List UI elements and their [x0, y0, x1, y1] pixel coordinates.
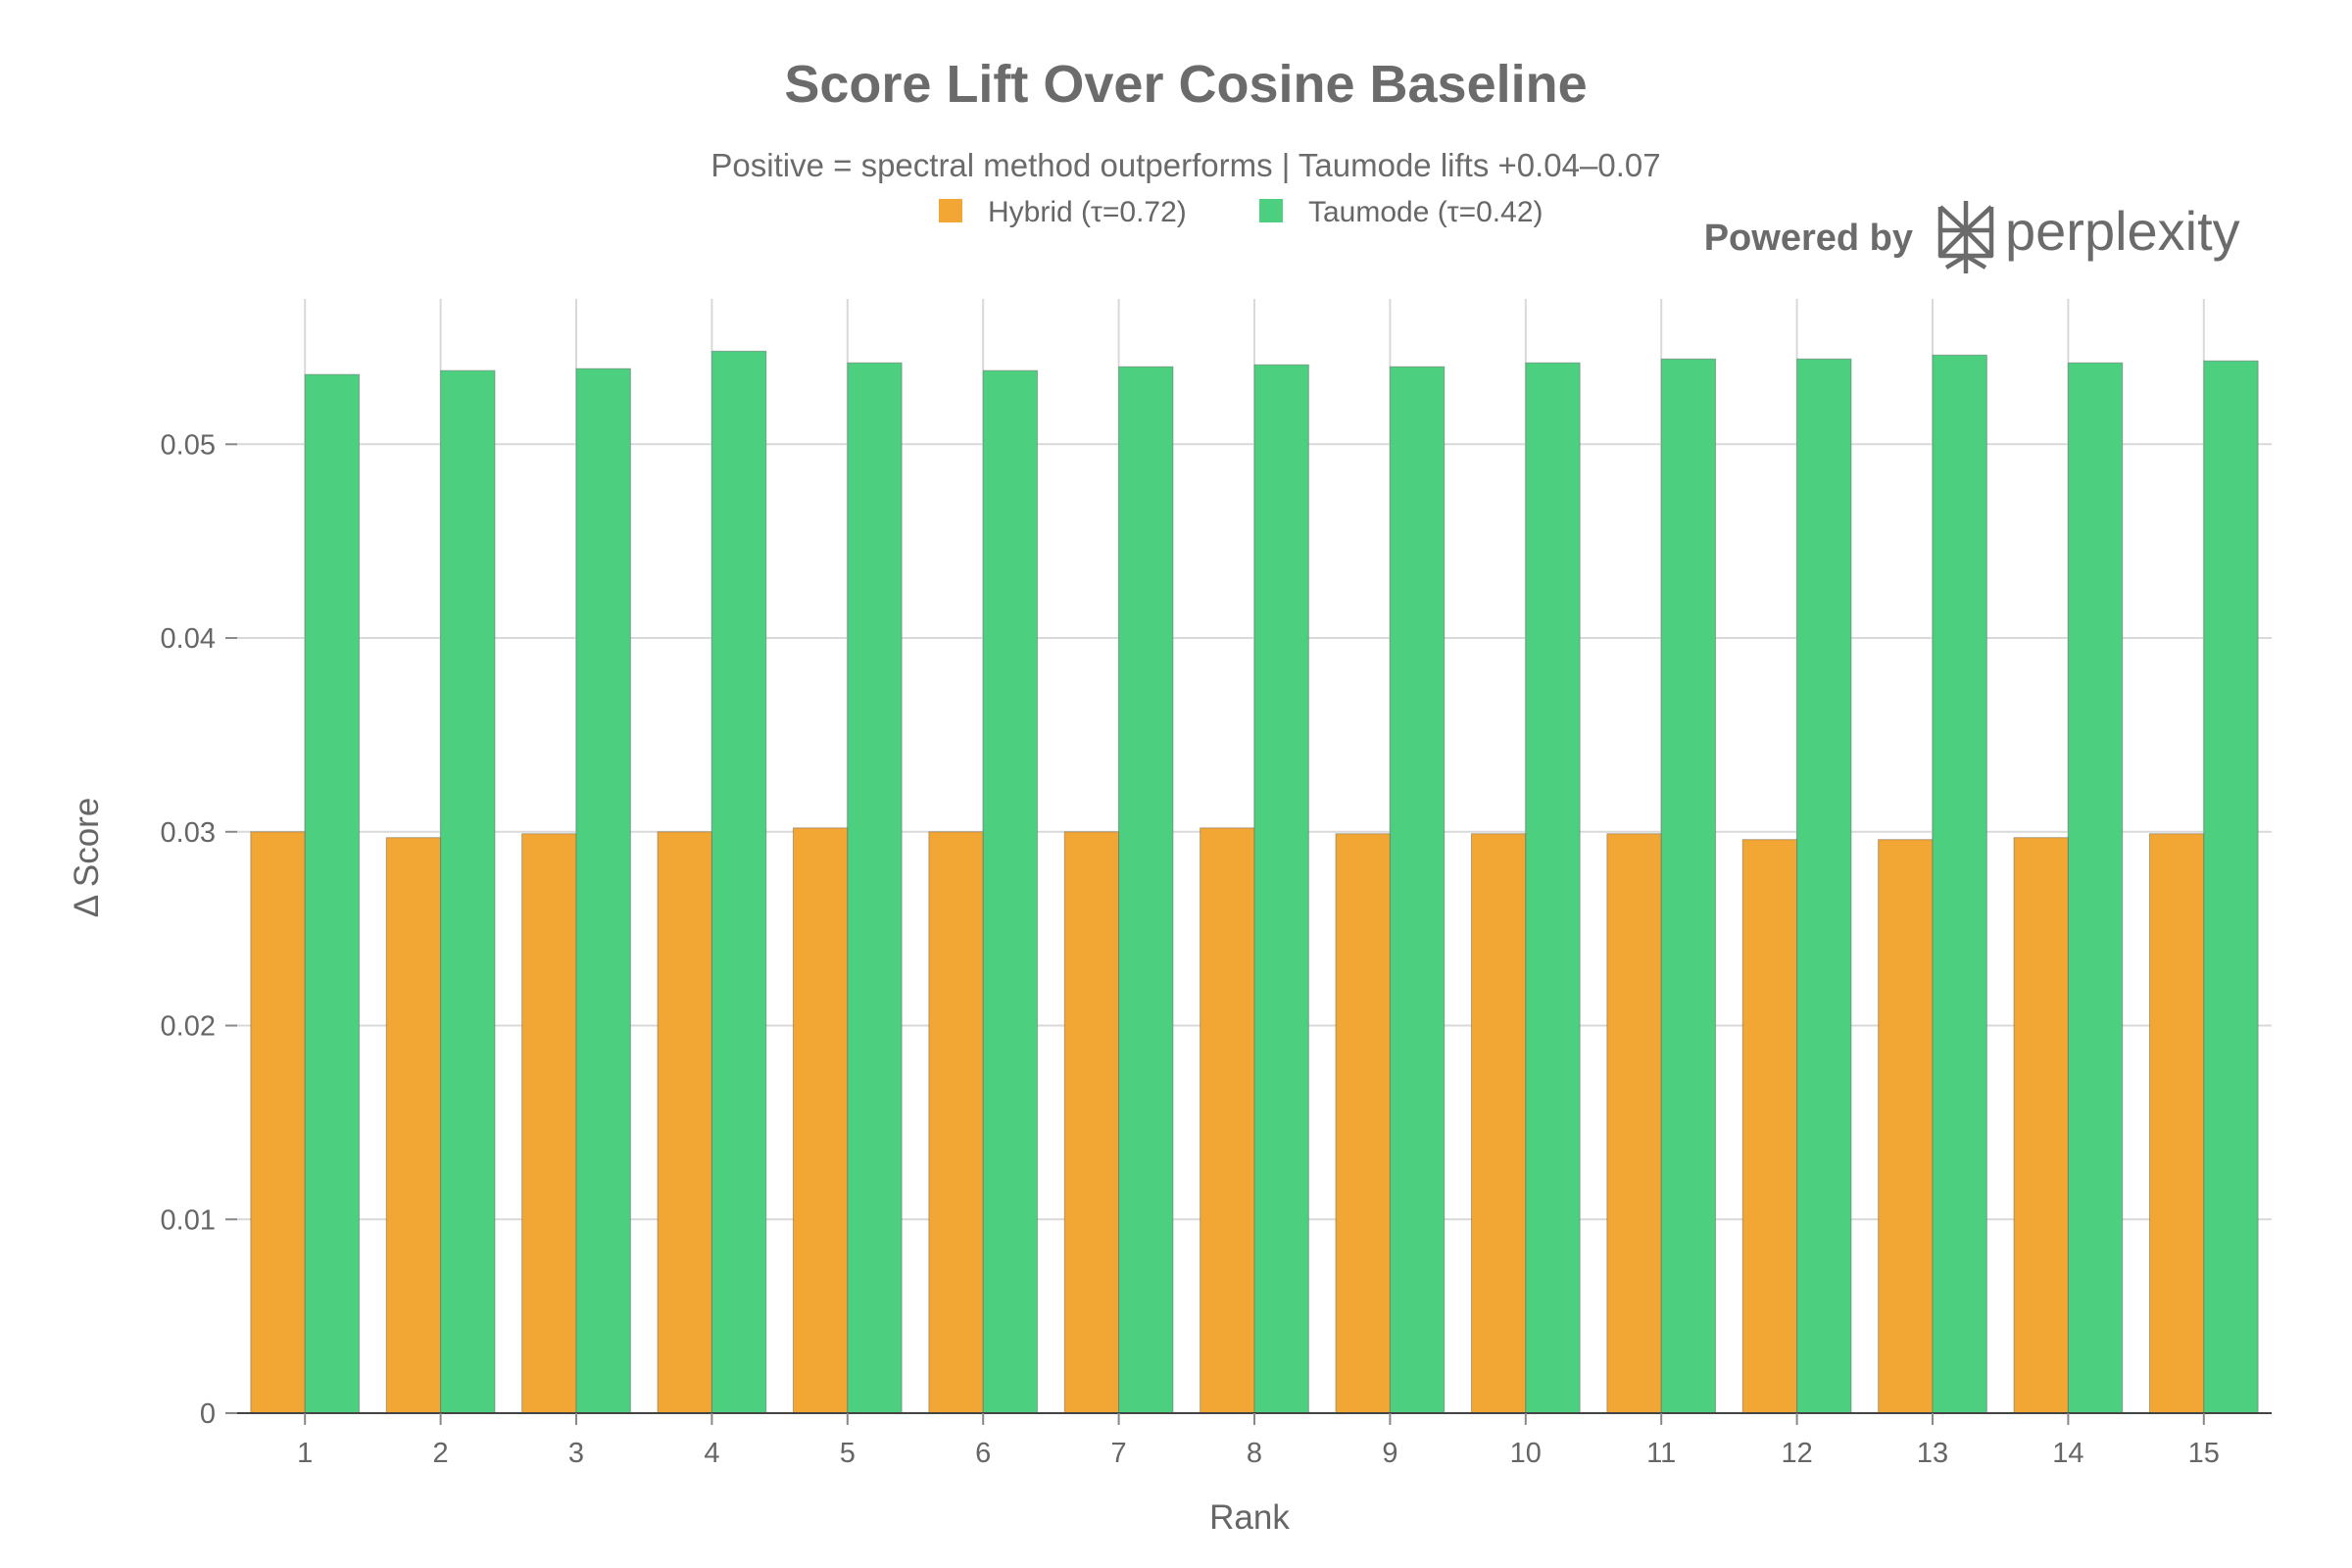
- bar-taumode: [2067, 362, 2124, 1414]
- y-tick-label: 0.03: [161, 817, 216, 849]
- bar-taumode: [304, 373, 361, 1414]
- bar-hybrid: [1878, 839, 1934, 1414]
- bar-taumode: [440, 369, 496, 1414]
- bar-taumode: [1932, 354, 1987, 1414]
- bar-hybrid: [385, 837, 442, 1414]
- chart-subtitle: Positive = spectral method outperforms |…: [710, 147, 1660, 183]
- powered-by-text: Powered by: [1704, 218, 1913, 259]
- x-tick-label: 15: [2188, 1438, 2220, 1469]
- bar-taumode: [1660, 358, 1717, 1414]
- x-tick-label: 14: [2052, 1438, 2083, 1469]
- y-tick-label: 0.02: [161, 1011, 216, 1043]
- y-tick-label: 0.01: [161, 1204, 216, 1236]
- bar-hybrid: [250, 831, 306, 1414]
- y-tick-label: 0.04: [161, 623, 216, 655]
- x-tick-label: 10: [1510, 1438, 1542, 1469]
- bar-hybrid: [1200, 827, 1255, 1414]
- bar-taumode: [1796, 358, 1852, 1414]
- bar-hybrid: [792, 827, 849, 1414]
- chart-title: Score Lift Over Cosine Baseline: [784, 55, 1587, 114]
- x-tick-label: 8: [1247, 1438, 1262, 1469]
- bar-hybrid: [521, 833, 577, 1414]
- x-tick-label: 2: [433, 1438, 449, 1469]
- bar-taumode: [575, 368, 631, 1414]
- bars: [250, 350, 2259, 1414]
- legend: Hybrid (τ=0.72) Taumode (τ=0.42): [939, 196, 1544, 228]
- bar-taumode: [710, 350, 767, 1414]
- bar-hybrid: [2148, 833, 2205, 1414]
- legend-label: Taumode (τ=0.42): [1308, 196, 1544, 228]
- branding: Powered by perplexity: [1704, 200, 2240, 273]
- bar-taumode: [1118, 366, 1174, 1414]
- bar-hybrid: [1741, 839, 1798, 1414]
- x-axis-title: Rank: [1209, 1498, 1290, 1537]
- bar-taumode: [1389, 366, 1446, 1414]
- bar-hybrid: [657, 831, 712, 1414]
- legend-label: Hybrid (τ=0.72): [988, 196, 1187, 228]
- bar-hybrid: [1063, 831, 1120, 1414]
- bar-hybrid: [1335, 833, 1391, 1414]
- axes: [225, 443, 2272, 1425]
- x-tick-labels: 1 2 3 4 5 6 7 8 9 10 11 12 13 14 15: [297, 1438, 2220, 1469]
- y-tick-labels: 0 0.01 0.02 0.03 0.04 0.05: [161, 429, 216, 1430]
- perplexity-logo-icon: [1937, 201, 1994, 273]
- bar-taumode: [2203, 360, 2259, 1414]
- bar-hybrid: [1606, 833, 1662, 1414]
- bar-hybrid: [2013, 837, 2069, 1414]
- x-tick-label: 3: [568, 1438, 584, 1469]
- x-tick-label: 5: [840, 1438, 856, 1469]
- y-tick-label: 0.05: [161, 429, 216, 461]
- y-tick-label: 0: [200, 1398, 216, 1430]
- bar-taumode: [1525, 362, 1581, 1414]
- bar-hybrid: [1470, 833, 1527, 1414]
- bar-taumode: [982, 369, 1039, 1414]
- x-tick-label: 9: [1382, 1438, 1397, 1469]
- bar-taumode: [847, 362, 903, 1414]
- perplexity-brand-name: perplexity: [2005, 200, 2240, 262]
- bar-taumode: [1253, 364, 1309, 1414]
- x-tick-label: 13: [1917, 1438, 1948, 1469]
- x-tick-label: 11: [1646, 1438, 1676, 1469]
- legend-swatch: [1259, 199, 1283, 222]
- y-axis-title: Δ Score: [68, 798, 106, 918]
- x-tick-label: 4: [704, 1438, 719, 1469]
- x-tick-label: 1: [297, 1438, 313, 1469]
- legend-swatch: [939, 199, 962, 222]
- bar-hybrid: [928, 831, 984, 1414]
- x-tick-label: 7: [1111, 1438, 1127, 1469]
- x-tick-label: 12: [1781, 1438, 1812, 1469]
- x-tick-label: 6: [975, 1438, 991, 1469]
